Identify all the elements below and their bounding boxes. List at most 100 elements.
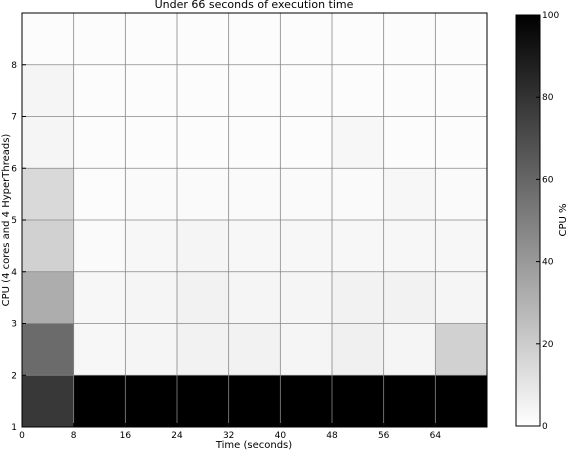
heatmap-cell xyxy=(125,13,177,65)
heatmap-cell xyxy=(435,271,487,324)
heatmap-cell xyxy=(73,116,126,169)
heatmap-cell xyxy=(435,220,487,272)
heatmap-cell xyxy=(177,323,229,376)
heatmap-cell xyxy=(383,168,436,220)
heatmap-cell xyxy=(280,375,332,427)
colorbar-tick-label: 80 xyxy=(542,93,554,103)
y-tick-label: 4 xyxy=(11,268,17,278)
heatmap-cell xyxy=(383,13,436,65)
heatmap-cell xyxy=(383,220,436,272)
heatmap-cell xyxy=(228,116,281,169)
x-tick-label: 16 xyxy=(120,431,132,441)
heatmap-cell xyxy=(435,116,487,169)
heatmap-cell xyxy=(73,220,126,272)
heatmap-cell xyxy=(228,375,281,427)
y-tick-label: 7 xyxy=(11,113,17,123)
heatmap-cell xyxy=(435,168,487,220)
heatmap-cell xyxy=(280,323,332,376)
heatmap-cell xyxy=(280,220,332,272)
y-tick-label: 3 xyxy=(11,320,17,330)
heatmap-cell xyxy=(22,220,74,272)
heatmap-cell xyxy=(73,64,126,117)
heatmap-cell xyxy=(332,13,384,65)
heatmap-cell xyxy=(435,64,487,117)
heatmap-cell xyxy=(228,64,281,117)
x-tick-label: 40 xyxy=(275,431,287,441)
heatmap-cell xyxy=(177,116,229,169)
colorbar-tick-label: 0 xyxy=(542,422,548,432)
heatmap-cell xyxy=(177,375,229,427)
heatmap-cell xyxy=(383,64,436,117)
heatmap-cell xyxy=(125,64,177,117)
x-tick-label: 8 xyxy=(71,431,77,441)
heatmap-cell xyxy=(73,323,126,376)
y-tick-label: 1 xyxy=(11,423,17,433)
heatmap-cell xyxy=(280,168,332,220)
heatmap-cell xyxy=(228,271,281,324)
heatmap-cell xyxy=(280,271,332,324)
heatmap-cell xyxy=(22,323,74,376)
heatmap-cell xyxy=(125,116,177,169)
heatmap-cell xyxy=(228,168,281,220)
heatmap-cell xyxy=(22,375,74,427)
heatmap-cell xyxy=(125,220,177,272)
heatmap-cell xyxy=(73,168,126,220)
y-tick-label: 6 xyxy=(11,164,17,174)
x-tick-label: 56 xyxy=(378,431,390,441)
colorbar-tick-label: 60 xyxy=(542,175,554,185)
heatmap-cell xyxy=(125,168,177,220)
heatmap-cell xyxy=(177,168,229,220)
y-axis-label: CPU (4 cores and 4 HyperThreads) xyxy=(1,134,12,307)
heatmap-cell xyxy=(73,13,126,65)
y-tick-label: 5 xyxy=(11,216,17,226)
heatmap-cell xyxy=(280,13,332,65)
heatmap-cell xyxy=(125,375,177,427)
heatmap-cell xyxy=(22,64,74,117)
heatmap-cell xyxy=(228,220,281,272)
colorbar-ticks: 0 20 40 60 80 100 xyxy=(536,11,559,432)
heatmap-cell xyxy=(177,220,229,272)
heatmap-cell xyxy=(280,64,332,117)
y-tick-label: 8 xyxy=(11,61,17,71)
heatmap-cell xyxy=(177,64,229,117)
colorbar-tick-label: 20 xyxy=(542,340,554,350)
heatmap-cell xyxy=(125,323,177,376)
colorbar-tick-label: 40 xyxy=(542,258,554,268)
x-tick-label: 64 xyxy=(430,431,442,441)
colorbar-tick-label: 100 xyxy=(542,11,559,21)
x-axis-ticks: 0 8 16 24 32 40 48 56 64 xyxy=(19,423,441,441)
heatmap-cell xyxy=(73,375,126,427)
x-tick-label: 48 xyxy=(326,431,338,441)
colorbar-label: CPU % xyxy=(558,203,566,236)
heatmap-cell xyxy=(22,271,74,324)
heatmap-cell xyxy=(22,13,74,65)
heatmap-cell xyxy=(435,13,487,65)
heatmap-cell xyxy=(332,64,384,117)
y-tick-label: 2 xyxy=(11,371,17,381)
heatmap-cell xyxy=(383,271,436,324)
chart-title: Under 66 seconds of execution time xyxy=(155,0,354,11)
x-tick-label: 0 xyxy=(19,431,25,441)
heatmap-cell xyxy=(332,116,384,169)
heatmap-cell xyxy=(177,271,229,324)
heatmap-cell xyxy=(125,271,177,324)
colorbar xyxy=(515,14,541,427)
heatmap-cell xyxy=(73,271,126,324)
heatmap-cell xyxy=(383,116,436,169)
x-tick-label: 32 xyxy=(223,431,234,441)
heatmap-cells xyxy=(22,13,487,427)
heatmap-cell xyxy=(177,13,229,65)
heatmap-cell xyxy=(228,323,281,376)
heatmap-cell xyxy=(228,13,281,65)
heatmap-cell xyxy=(435,323,487,376)
heatmap-cell xyxy=(332,168,384,220)
heatmap-cell xyxy=(22,168,74,220)
x-tick-label: 24 xyxy=(171,431,183,441)
heatmap-cell xyxy=(435,375,487,427)
heatmap-cell xyxy=(332,271,384,324)
heatmap-cell xyxy=(22,116,74,169)
heatmap-cell xyxy=(280,116,332,169)
heatmap-cell xyxy=(383,323,436,376)
heatmap-cell xyxy=(332,323,384,376)
